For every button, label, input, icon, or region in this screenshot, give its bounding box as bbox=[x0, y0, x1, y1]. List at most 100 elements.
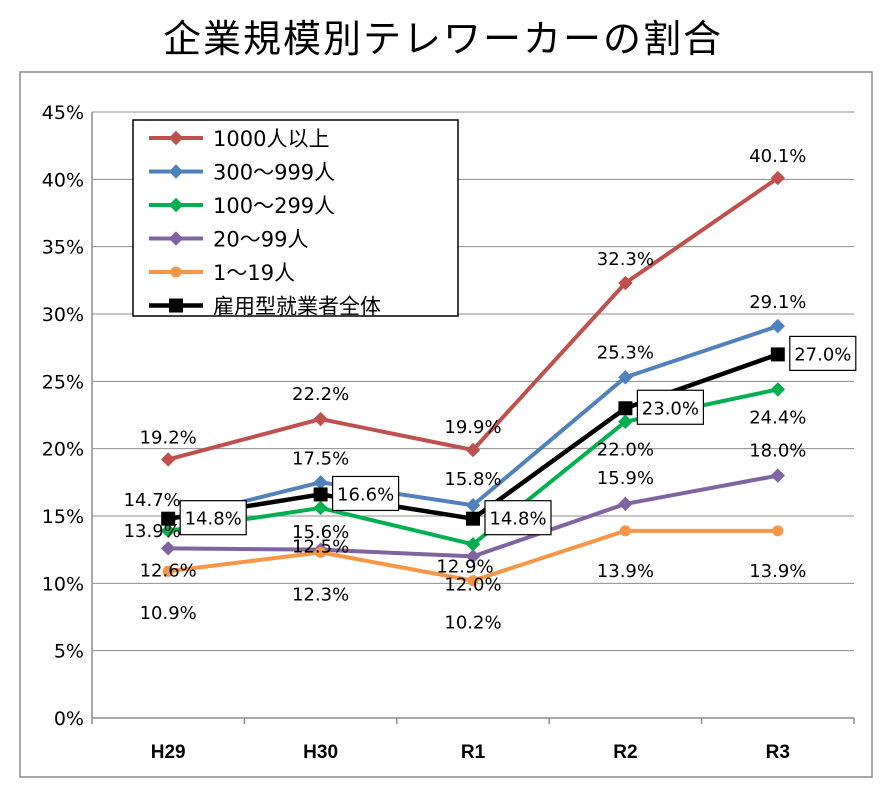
legend-label: 300～999人 bbox=[213, 161, 335, 185]
y-tick-label: 0% bbox=[54, 708, 84, 730]
data-label: 19.9% bbox=[444, 417, 501, 438]
data-point-marker bbox=[465, 442, 481, 458]
data-point-marker bbox=[313, 411, 328, 427]
data-point-marker bbox=[467, 575, 479, 587]
y-tick-label: 25% bbox=[42, 371, 84, 393]
x-tick-label: R2 bbox=[613, 742, 637, 763]
data-point-marker bbox=[313, 487, 328, 502]
data-point-marker bbox=[618, 275, 633, 291]
y-tick-label: 35% bbox=[42, 237, 84, 259]
data-label: 32.3% bbox=[597, 249, 654, 270]
data-label: 12.0% bbox=[444, 574, 501, 595]
data-label: 19.2% bbox=[140, 427, 197, 448]
data-label: 16.6% bbox=[337, 484, 394, 505]
data-label: 29.1% bbox=[749, 292, 806, 313]
data-label: 15.8% bbox=[444, 469, 501, 490]
data-label: 12.9% bbox=[436, 556, 493, 577]
legend-swatch-marker bbox=[168, 164, 184, 179]
data-label: 18.0% bbox=[749, 441, 806, 462]
data-label: 12.3% bbox=[292, 584, 349, 605]
legend-entry: 300～999人 bbox=[149, 161, 335, 185]
legend-label: 1000人以上 bbox=[213, 127, 329, 151]
data-label: 24.4% bbox=[749, 407, 806, 428]
chart-outer-border bbox=[19, 71, 873, 778]
legend-label: 雇用型就業者全体 bbox=[213, 295, 381, 319]
data-label: 12.6% bbox=[140, 560, 197, 581]
data-point-marker bbox=[313, 475, 328, 490]
x-tick-label: H29 bbox=[151, 742, 186, 763]
data-label: 25.3% bbox=[597, 342, 654, 363]
y-tick-label: 30% bbox=[42, 304, 84, 326]
data-point-marker bbox=[160, 452, 176, 467]
chart-title: 企業規模別テレワーカーの割合 bbox=[162, 17, 723, 61]
legend-swatch-marker bbox=[168, 130, 184, 146]
data-point-marker bbox=[770, 347, 785, 362]
data-point-marker bbox=[618, 496, 633, 512]
data-point-marker bbox=[770, 170, 786, 186]
data-point-marker bbox=[618, 370, 633, 385]
data-point-marker bbox=[770, 468, 786, 483]
data-point-marker bbox=[160, 523, 176, 539]
data-point-marker bbox=[618, 401, 633, 416]
y-tick-label: 15% bbox=[42, 506, 84, 528]
data-label: 13.9% bbox=[749, 561, 806, 582]
data-label-box bbox=[484, 500, 552, 536]
series-group bbox=[160, 170, 786, 467]
data-label: 13.9% bbox=[597, 561, 654, 582]
legend-entry: 20～99人 bbox=[149, 228, 308, 252]
legend-entry: 雇用型就業者全体 bbox=[149, 295, 381, 319]
data-label: 22.2% bbox=[292, 384, 349, 405]
data-label: 27.0% bbox=[794, 344, 851, 365]
y-tick-label: 10% bbox=[42, 573, 84, 595]
data-label: 10.2% bbox=[444, 613, 501, 634]
legend: 1000人以上 300～999人 100～299人 20～99人 1～19人雇用型就業者… bbox=[132, 119, 459, 319]
legend-swatch-marker bbox=[169, 298, 183, 313]
legend-label: 100～299人 bbox=[213, 194, 335, 218]
y-tick-label: 20% bbox=[42, 439, 84, 461]
data-label: 14.8% bbox=[489, 509, 546, 530]
y-tick-label: 40% bbox=[42, 169, 84, 191]
series-group bbox=[160, 468, 786, 564]
legend-swatch-marker bbox=[170, 266, 182, 278]
data-label-box bbox=[179, 500, 247, 536]
data-label: 17.5% bbox=[292, 448, 349, 469]
data-label: 12.5% bbox=[292, 537, 349, 558]
data-label: 10.9% bbox=[140, 603, 197, 624]
data-label-box bbox=[332, 475, 400, 512]
legend-label: 1～19人 bbox=[213, 261, 295, 285]
data-label: 23.0% bbox=[642, 398, 699, 419]
y-tick-label: 45% bbox=[42, 102, 84, 124]
series-group bbox=[162, 525, 784, 587]
legend-entry: 1000人以上 bbox=[149, 127, 329, 151]
data-point-marker bbox=[161, 511, 176, 526]
data-label: 14.7% bbox=[124, 490, 181, 511]
data-point-marker bbox=[315, 546, 327, 558]
data-point-marker bbox=[770, 318, 786, 334]
legend-box bbox=[132, 119, 459, 317]
data-point-marker bbox=[772, 525, 784, 537]
legend-entry: 1～19人 bbox=[149, 261, 295, 285]
data-point-marker bbox=[160, 541, 176, 556]
data-labels: 19.2% 22.2% 19.9% 32.3% 40.1% 14.7% 17.5% 15.8%… bbox=[124, 146, 857, 634]
x-tick-label: R3 bbox=[766, 742, 790, 763]
data-label: 14.8% bbox=[185, 509, 242, 530]
data-point-marker bbox=[465, 549, 481, 564]
data-point-marker bbox=[770, 382, 786, 397]
data-label: 15.9% bbox=[597, 468, 654, 489]
data-label: 40.1% bbox=[749, 146, 806, 167]
data-point-marker bbox=[466, 511, 480, 526]
legend-swatch-marker bbox=[168, 197, 184, 213]
data-label: 13.9% bbox=[124, 521, 181, 542]
data-label-box bbox=[636, 389, 705, 425]
legend-label: 20～99人 bbox=[213, 228, 308, 252]
data-point-marker bbox=[313, 500, 328, 516]
legend-entry: 100～299人 bbox=[149, 194, 335, 218]
x-tick-label: H30 bbox=[303, 742, 338, 763]
data-label: 15.6% bbox=[292, 522, 349, 543]
data-point-marker bbox=[618, 414, 633, 429]
legend-swatch-marker bbox=[168, 231, 184, 246]
data-point-marker bbox=[162, 565, 174, 577]
data-label-box bbox=[789, 335, 857, 371]
y-tick-label: 5% bbox=[54, 641, 84, 663]
